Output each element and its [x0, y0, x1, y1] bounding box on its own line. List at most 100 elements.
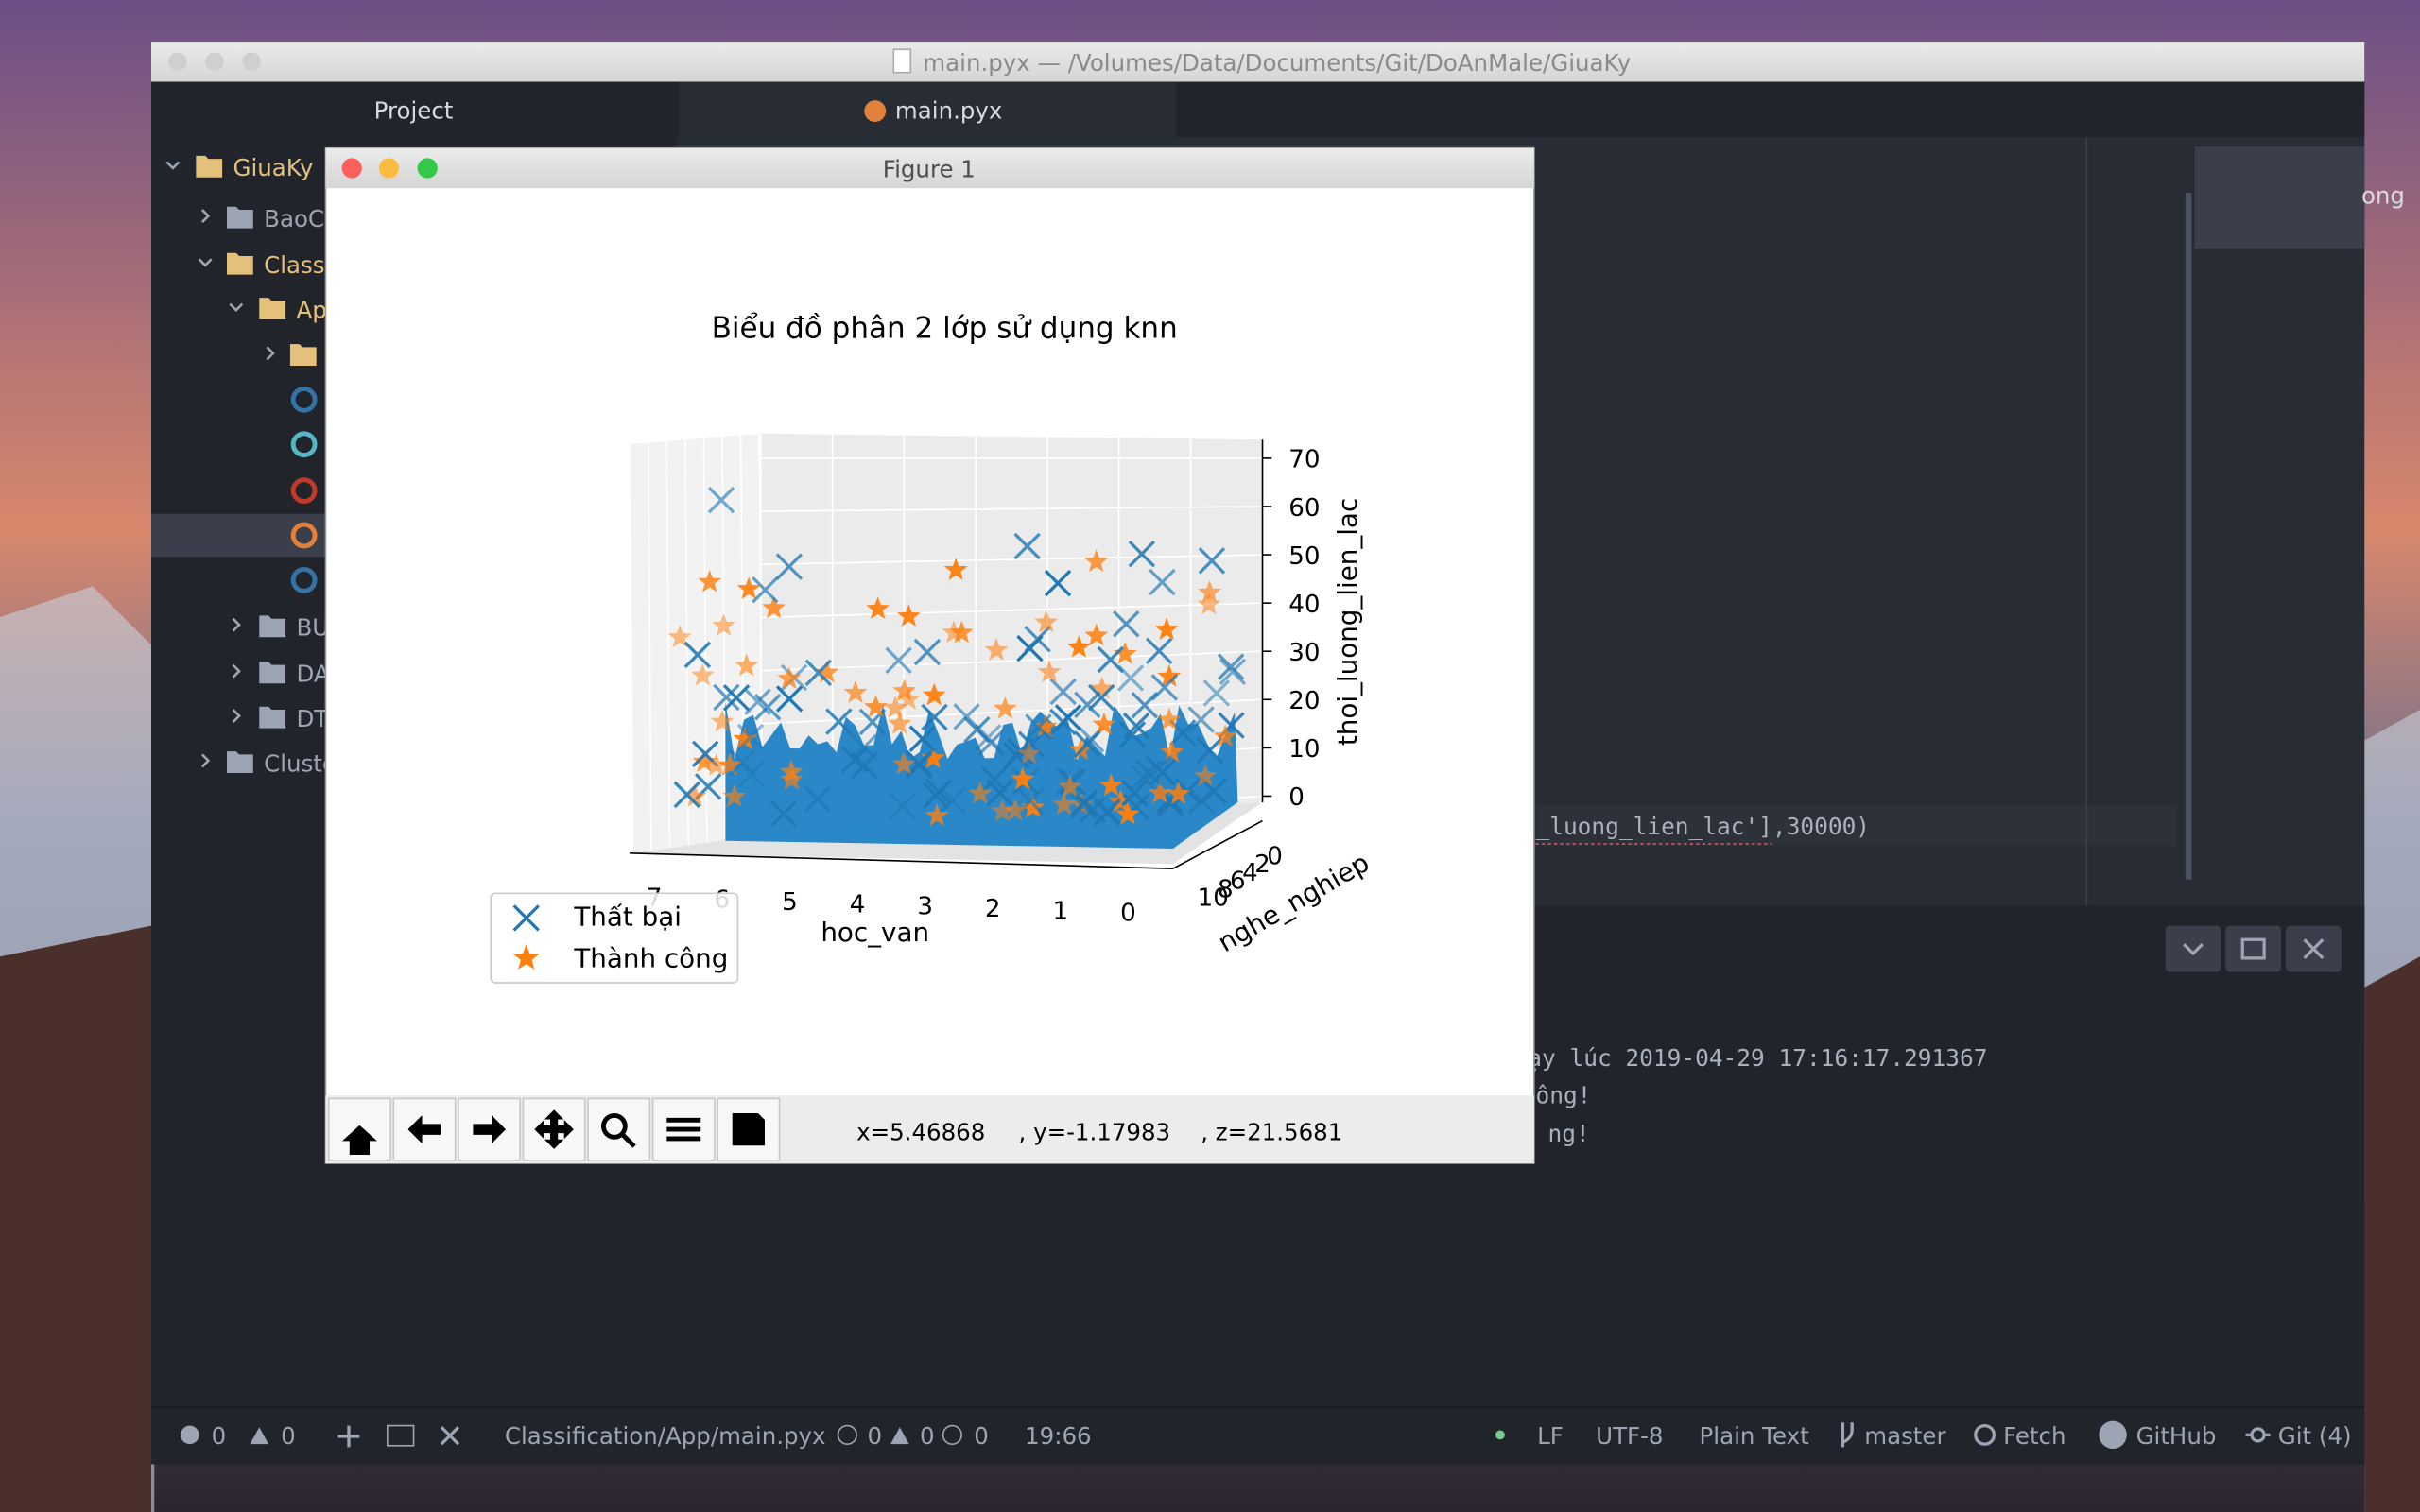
- figure-zoom[interactable]: [417, 158, 438, 179]
- close-button[interactable]: [167, 52, 187, 72]
- scatter-decor: [735, 653, 759, 677]
- scatter-decor: [1003, 799, 1028, 821]
- folder-icon: [259, 298, 286, 319]
- lint-count[interactable]: 0: [974, 1422, 989, 1450]
- scrollbar[interactable]: [2185, 193, 2192, 880]
- scatter-decor: [1198, 547, 1226, 575]
- minimize-button[interactable]: [205, 52, 224, 72]
- scatter-decor: [769, 799, 798, 828]
- coord-y: , y=-1.17983: [1019, 1119, 1171, 1146]
- scatter-decor: [752, 576, 779, 604]
- tree-item[interactable]: BU: [296, 614, 329, 642]
- encoding[interactable]: UTF-8: [1596, 1422, 1663, 1450]
- add-terminal[interactable]: [337, 1425, 360, 1448]
- minimap[interactable]: [2194, 146, 2365, 249]
- disclosure-arrow[interactable]: [200, 753, 211, 768]
- scatter-decor: [1167, 782, 1191, 804]
- fetch[interactable]: Fetch: [2003, 1422, 2066, 1450]
- scatter-decor: [1084, 623, 1109, 646]
- scatter-decor: [1049, 678, 1077, 706]
- scatter-decor: [1033, 714, 1058, 737]
- error-count[interactable]: 0: [212, 1422, 227, 1450]
- x-axis-label: hoc_van: [821, 917, 929, 948]
- scatter-decor: [825, 708, 853, 735]
- file-icon: [290, 522, 318, 549]
- disclosure-arrow[interactable]: [232, 709, 241, 724]
- disclosure-arrow[interactable]: [200, 209, 211, 224]
- sidebar-title[interactable]: Project: [374, 97, 454, 125]
- terminal-icon[interactable]: [386, 1424, 415, 1447]
- x-tick-label: 5: [782, 888, 798, 917]
- scatter-decor: [1034, 610, 1059, 633]
- scatter-decor: [922, 782, 950, 810]
- scatter-decor: [1069, 792, 1097, 820]
- cursor-position[interactable]: 19:66: [1025, 1422, 1092, 1450]
- figure-close[interactable]: [341, 158, 362, 179]
- scatter-decor: [729, 748, 756, 777]
- scatter-decor: [1097, 645, 1124, 674]
- grammar[interactable]: Plain Text: [1700, 1422, 1810, 1450]
- scatter-decor: [975, 724, 1002, 751]
- legend-label: Thất bại: [573, 902, 682, 933]
- disclosure-arrow[interactable]: [198, 258, 213, 267]
- x-tick-label: 1: [1053, 897, 1069, 925]
- disclosure-arrow[interactable]: [165, 161, 181, 170]
- scatter-decor: [1037, 660, 1062, 682]
- lint-count[interactable]: 0: [920, 1422, 935, 1450]
- tree-item[interactable]: GiuaKy: [233, 154, 314, 181]
- tool-button[interactable]: [587, 1097, 651, 1161]
- file-path[interactable]: Classification/App/main.pyx: [505, 1422, 826, 1450]
- scatter-decor: [1157, 664, 1182, 687]
- disclosure-arrow[interactable]: [232, 663, 241, 679]
- x-tick-label: 0: [1120, 900, 1136, 928]
- pane-grid: [760, 698, 1263, 725]
- git-icon-dot: [2250, 1427, 2266, 1443]
- tree-item[interactable]: BaoC: [264, 205, 324, 232]
- zoom-button[interactable]: [242, 52, 261, 72]
- scatter-decor: [993, 696, 1017, 719]
- folder-icon: [259, 706, 286, 729]
- tool-button[interactable]: [651, 1097, 716, 1161]
- scatter-decor: [1196, 736, 1223, 765]
- folder-icon: [289, 344, 317, 366]
- panel-collapse[interactable]: [2165, 925, 2221, 972]
- disclosure-arrow[interactable]: [232, 617, 241, 632]
- panel-maximize[interactable]: [2225, 925, 2282, 972]
- warning-count[interactable]: 0: [281, 1422, 296, 1450]
- scatter-decor: [1145, 755, 1172, 782]
- scatter-decor: [1013, 532, 1041, 560]
- scatter-decor: [942, 620, 966, 644]
- scatter-decor: [1011, 766, 1035, 790]
- pane-grid: [702, 438, 708, 843]
- scatter-decor: [692, 749, 717, 772]
- disclosure-arrow[interactable]: [229, 302, 244, 313]
- scatter-decor: [779, 759, 804, 782]
- line-ending[interactable]: LF: [1537, 1422, 1564, 1450]
- tree-item[interactable]: Cluste: [264, 749, 337, 777]
- scatter-decor: [1079, 796, 1107, 824]
- scatter-decor: [990, 799, 1014, 822]
- tree-item[interactable]: DT: [296, 705, 329, 732]
- lint-count[interactable]: 0: [868, 1422, 883, 1450]
- chart-title: Biểu đồ phân 2 lớp sử dụng knn: [712, 311, 1178, 346]
- figure-minimize[interactable]: [378, 158, 400, 179]
- tree-item[interactable]: Classi: [264, 251, 331, 279]
- disclosure-arrow[interactable]: [266, 346, 275, 361]
- tab-title[interactable]: main.pyx: [895, 97, 1002, 125]
- z-tick-label: 50: [1288, 542, 1320, 571]
- github[interactable]: GitHub: [2136, 1422, 2217, 1450]
- branch[interactable]: master: [1864, 1422, 1946, 1450]
- git[interactable]: Git (4): [2278, 1422, 2352, 1450]
- tree-item[interactable]: Ap: [296, 296, 326, 323]
- scatter-decor: [1003, 742, 1030, 769]
- scatter-decor: [815, 660, 839, 683]
- scatter-decor: [1131, 692, 1159, 719]
- tree-item[interactable]: DA: [296, 661, 329, 688]
- terminal-line: ạy lúc 2019-04-29 17:16:17.291367: [1528, 1044, 1987, 1072]
- scatter-decor: [885, 646, 912, 675]
- tab[interactable]: [679, 81, 1177, 138]
- close-terminal[interactable]: [440, 1426, 460, 1446]
- folder-icon: [227, 751, 253, 773]
- scatter-decor: [736, 576, 761, 599]
- z-tick-label: 20: [1288, 687, 1320, 715]
